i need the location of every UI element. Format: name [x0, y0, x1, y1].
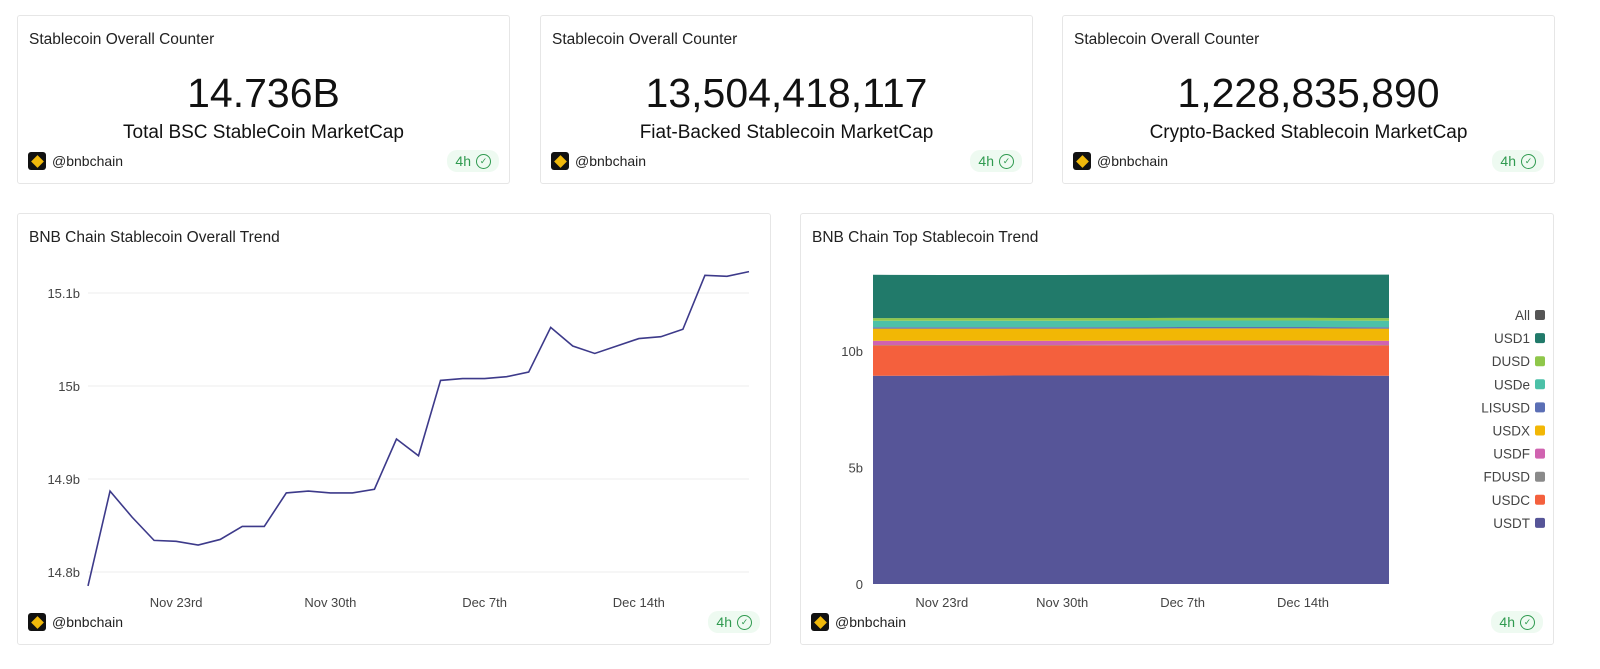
area-usdt: [873, 375, 1389, 584]
refresh-interval: 4h: [716, 614, 732, 630]
counter-label: Crypto-Backed Stablecoin MarketCap: [1149, 122, 1468, 143]
legend-swatch: [1535, 310, 1545, 320]
refresh-interval: 4h: [455, 153, 471, 169]
bnbchain-logo-icon: [1073, 152, 1091, 170]
area-usd1: [873, 274, 1389, 319]
legend-label: USDT: [1493, 516, 1530, 531]
counter-card: Stablecoin Overall Counter 14.736B Total…: [17, 15, 510, 184]
refresh-badge[interactable]: 4h ✓: [970, 150, 1022, 172]
author-name: @bnbchain: [52, 153, 124, 169]
card-title: BNB Chain Stablecoin Overall Trend: [29, 229, 280, 246]
y-tick-label: 10b: [841, 344, 863, 359]
card-title: Stablecoin Overall Counter: [1074, 31, 1260, 48]
x-tick-label: Nov 30th: [304, 595, 356, 610]
author-name: @bnbchain: [575, 153, 647, 169]
author-link[interactable]: @bnbchain: [551, 152, 646, 170]
y-tick-label: 0: [856, 577, 863, 592]
verified-check-icon: ✓: [476, 153, 491, 169]
legend-label: USDX: [1492, 424, 1530, 439]
y-tick-label: 15.1b: [47, 286, 80, 301]
counter-card: Stablecoin Overall Counter 1,228,835,890…: [1062, 15, 1555, 184]
legend-swatch: [1535, 448, 1545, 459]
counter-value: 13,504,418,117: [645, 70, 928, 116]
author-link[interactable]: @bnbchain: [28, 613, 123, 631]
legend-label: USDF: [1493, 447, 1530, 462]
legend-swatch: [1535, 379, 1545, 390]
legend-label: All: [1515, 308, 1530, 323]
legend-swatch: [1535, 356, 1545, 367]
legend-label: FDUSD: [1484, 470, 1531, 485]
card-title: Stablecoin Overall Counter: [552, 31, 738, 48]
author-name: @bnbchain: [1097, 153, 1169, 169]
legend-swatch: [1535, 402, 1545, 413]
author-link[interactable]: @bnbchain: [1073, 152, 1168, 170]
x-tick-label: Nov 23rd: [915, 595, 968, 610]
area-usdc: [873, 345, 1389, 376]
x-tick-label: Nov 30th: [1036, 595, 1088, 610]
legend-label: LISUSD: [1481, 400, 1530, 415]
bnbchain-logo-icon: [551, 152, 569, 170]
counter-value: 14.736B: [187, 70, 340, 116]
legend-swatch: [1535, 333, 1545, 344]
counter-value: 1,228,835,890: [1177, 70, 1440, 116]
refresh-badge[interactable]: 4h ✓: [1491, 611, 1543, 633]
y-tick-label: 14.9b: [47, 472, 80, 487]
counter-label: Total BSC StableCoin MarketCap: [123, 122, 404, 143]
legend-swatch: [1535, 517, 1545, 528]
refresh-badge[interactable]: 4h ✓: [447, 150, 499, 172]
top-stablecoin-chart: 0 5b 10b Nov 23rd Nov 30th Dec 7th Dec 14th All…: [841, 274, 1545, 610]
area-usdx: [873, 328, 1389, 341]
verified-check-icon: ✓: [1520, 614, 1535, 630]
refresh-badge[interactable]: 4h ✓: [1492, 150, 1544, 172]
verified-check-icon: ✓: [999, 153, 1014, 169]
x-tick-label: Dec 14th: [613, 595, 665, 610]
bnbchain-logo-icon: [28, 152, 46, 170]
overall-trend-chart: 14.8b 14.9b 15b 15.1b Nov 23rd Nov 30th Dec 7t…: [47, 270, 750, 610]
trend-line: [87, 270, 750, 587]
bnbchain-logo-icon: [28, 613, 46, 631]
x-tick-label: Dec 7th: [462, 595, 507, 610]
refresh-badge[interactable]: 4h ✓: [708, 611, 760, 633]
y-tick-label: 14.8b: [47, 565, 80, 580]
area-usde: [873, 320, 1389, 328]
legend-label: DUSD: [1492, 354, 1531, 369]
area-usdf: [873, 340, 1389, 345]
author-link[interactable]: @bnbchain: [811, 613, 906, 631]
verified-check-icon: ✓: [737, 614, 752, 630]
legend-swatch: [1535, 425, 1545, 436]
legend-label: USDC: [1492, 493, 1531, 508]
refresh-interval: 4h: [1500, 153, 1516, 169]
area-fdusd: [873, 344, 1389, 346]
refresh-interval: 4h: [978, 153, 994, 169]
overall-trend-card: BNB Chain Stablecoin Overall Trend 14.8b…: [17, 213, 771, 645]
legend-swatch: [1535, 471, 1545, 482]
legend-label: USD1: [1494, 331, 1530, 346]
bnbchain-logo-icon: [811, 613, 829, 631]
y-tick-label: 15b: [58, 379, 80, 394]
legend-swatch: [1535, 494, 1545, 505]
area-lisusd: [873, 327, 1389, 329]
counter-label: Fiat-Backed Stablecoin MarketCap: [639, 122, 934, 143]
card-title: Stablecoin Overall Counter: [29, 31, 215, 48]
area-dusd: [873, 317, 1389, 321]
legend-label: USDe: [1494, 377, 1530, 392]
x-tick-label: Dec 7th: [1160, 595, 1205, 610]
y-tick-label: 5b: [849, 461, 863, 476]
refresh-interval: 4h: [1499, 614, 1515, 630]
verified-check-icon: ✓: [1521, 153, 1536, 169]
card-title: BNB Chain Top Stablecoin Trend: [812, 229, 1039, 246]
author-name: @bnbchain: [835, 614, 907, 630]
author-name: @bnbchain: [52, 614, 124, 630]
top-stablecoin-card: BNB Chain Top Stablecoin Trend 0 5b 10b Nov…: [800, 213, 1554, 645]
counter-card: Stablecoin Overall Counter 13,504,418,11…: [540, 15, 1033, 184]
author-link[interactable]: @bnbchain: [28, 152, 123, 170]
x-tick-label: Dec 14th: [1277, 595, 1329, 610]
x-tick-label: Nov 23rd: [150, 595, 203, 610]
